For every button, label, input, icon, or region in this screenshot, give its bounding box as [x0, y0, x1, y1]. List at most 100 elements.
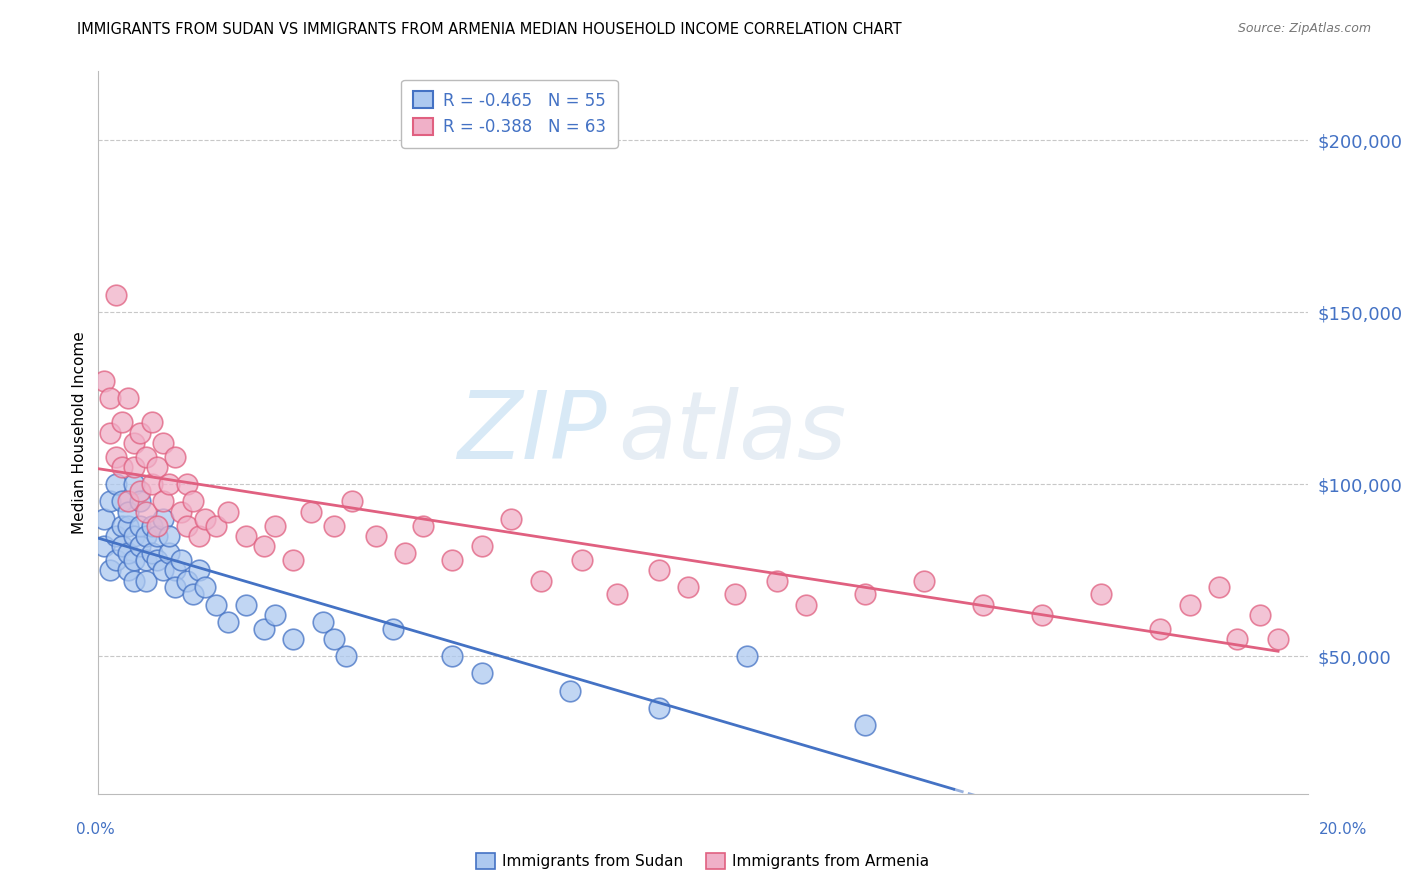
Point: [122, 553, 145, 567]
Point: [340, 494, 363, 508]
Point: [194, 581, 217, 595]
Point: [264, 518, 287, 533]
Point: [111, 415, 134, 429]
Point: [335, 649, 357, 664]
Point: [117, 546, 139, 560]
Point: [382, 622, 405, 636]
Point: [128, 425, 150, 440]
Point: [187, 529, 209, 543]
Point: [146, 460, 169, 475]
Point: [853, 587, 876, 601]
Point: [441, 649, 464, 664]
Point: [105, 450, 128, 464]
Point: [122, 574, 145, 588]
Point: [912, 574, 935, 588]
Point: [117, 494, 139, 508]
Point: [157, 529, 180, 543]
Point: [170, 505, 193, 519]
Point: [165, 581, 187, 595]
Point: [157, 477, 180, 491]
Point: [105, 288, 128, 302]
Point: [972, 598, 994, 612]
Point: [93, 539, 115, 553]
Point: [117, 518, 139, 533]
Point: [135, 450, 157, 464]
Legend: Immigrants from Sudan, Immigrants from Armenia: Immigrants from Sudan, Immigrants from A…: [471, 847, 935, 875]
Point: [117, 563, 139, 577]
Point: [105, 477, 128, 491]
Text: IMMIGRANTS FROM SUDAN VS IMMIGRANTS FROM ARMENIA MEDIAN HOUSEHOLD INCOME CORRELA: IMMIGRANTS FROM SUDAN VS IMMIGRANTS FROM…: [77, 22, 903, 37]
Point: [165, 563, 187, 577]
Point: [152, 563, 174, 577]
Point: [1249, 607, 1271, 622]
Text: 20.0%: 20.0%: [1319, 822, 1367, 837]
Point: [111, 518, 134, 533]
Point: [1031, 607, 1053, 622]
Text: 0.0%: 0.0%: [76, 822, 115, 837]
Text: atlas: atlas: [619, 387, 846, 478]
Point: [135, 553, 157, 567]
Point: [152, 511, 174, 525]
Point: [501, 511, 523, 525]
Point: [648, 701, 671, 715]
Point: [181, 494, 204, 508]
Point: [1149, 622, 1171, 636]
Point: [176, 518, 198, 533]
Point: [152, 494, 174, 508]
Point: [281, 553, 304, 567]
Point: [606, 587, 628, 601]
Legend: R = -0.465   N = 55, R = -0.388   N = 63: R = -0.465 N = 55, R = -0.388 N = 63: [401, 79, 617, 148]
Point: [1178, 598, 1201, 612]
Point: [122, 529, 145, 543]
Point: [135, 505, 157, 519]
Point: [323, 632, 346, 646]
Point: [141, 415, 163, 429]
Point: [98, 425, 121, 440]
Point: [98, 563, 121, 577]
Point: [1267, 632, 1289, 646]
Point: [128, 484, 150, 499]
Point: [141, 477, 163, 491]
Text: Source: ZipAtlas.com: Source: ZipAtlas.com: [1237, 22, 1371, 36]
Point: [170, 553, 193, 567]
Point: [93, 511, 115, 525]
Point: [252, 539, 274, 553]
Point: [765, 574, 787, 588]
Point: [217, 615, 239, 629]
Point: [205, 598, 228, 612]
Point: [299, 505, 322, 519]
Point: [1226, 632, 1249, 646]
Point: [323, 518, 346, 533]
Text: ZIP: ZIP: [457, 387, 606, 478]
Point: [176, 477, 198, 491]
Point: [135, 574, 157, 588]
Point: [735, 649, 758, 664]
Point: [111, 494, 134, 508]
Point: [471, 666, 494, 681]
Point: [194, 511, 217, 525]
Point: [264, 607, 287, 622]
Point: [98, 494, 121, 508]
Point: [794, 598, 817, 612]
Y-axis label: Median Household Income: Median Household Income: [72, 331, 87, 534]
Point: [122, 436, 145, 450]
Point: [471, 539, 494, 553]
Point: [394, 546, 416, 560]
Point: [311, 615, 333, 629]
Point: [364, 529, 387, 543]
Point: [105, 553, 128, 567]
Point: [146, 518, 169, 533]
Point: [122, 460, 145, 475]
Point: [111, 539, 134, 553]
Point: [93, 374, 115, 388]
Point: [560, 683, 582, 698]
Point: [187, 563, 209, 577]
Point: [117, 391, 139, 405]
Point: [1090, 587, 1112, 601]
Point: [98, 391, 121, 405]
Point: [217, 505, 239, 519]
Point: [181, 587, 204, 601]
Point: [412, 518, 434, 533]
Point: [111, 460, 134, 475]
Point: [117, 505, 139, 519]
